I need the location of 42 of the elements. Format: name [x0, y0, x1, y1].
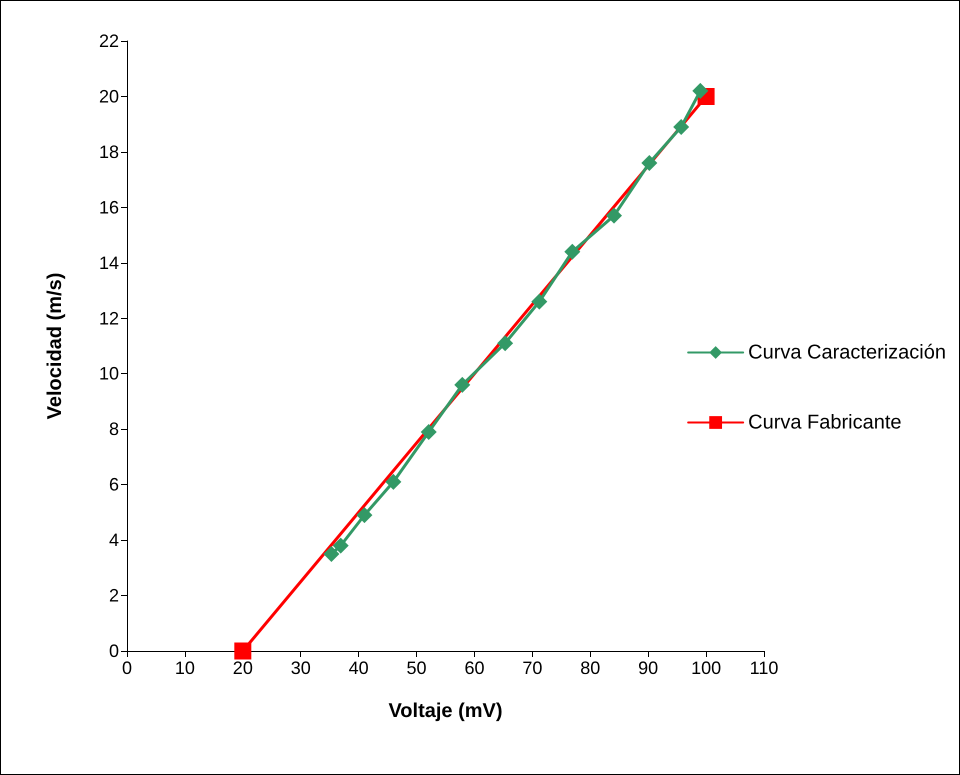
point — [234, 642, 252, 660]
point — [641, 155, 658, 171]
legend-label: Curva Caracterización — [748, 342, 946, 364]
y-axis-title: Velocidad (m/s) — [44, 272, 66, 420]
x-tick-label: 100 — [691, 658, 722, 678]
point — [564, 244, 580, 260]
y-tick-label: 6 — [108, 474, 119, 495]
x-tick-label: 0 — [122, 658, 132, 678]
point — [454, 376, 470, 393]
y-tick-label: 8 — [108, 419, 119, 440]
x-axis-title: Voltaje (mV) — [388, 700, 503, 722]
y-tick-label: 12 — [98, 308, 119, 328]
point — [323, 546, 340, 562]
x-tick-label: 70 — [522, 658, 542, 678]
point — [531, 294, 548, 310]
x-tick-label: 60 — [464, 658, 484, 678]
point — [606, 208, 622, 224]
y-tick-label: 0 — [108, 641, 119, 661]
point — [332, 538, 349, 554]
x-tick-label: 90 — [638, 658, 658, 678]
point — [420, 424, 437, 440]
y-tick-label: 22 — [98, 31, 119, 51]
point — [692, 82, 708, 99]
x-tick-label: 20 — [232, 658, 253, 678]
y-tick-label: 18 — [98, 142, 119, 162]
y-tick-label: 16 — [98, 197, 119, 218]
point — [356, 507, 372, 524]
point — [385, 474, 402, 490]
x-tick-label: 10 — [174, 658, 195, 678]
point — [673, 118, 690, 135]
x-tick-label: 30 — [290, 658, 311, 678]
point — [497, 335, 514, 352]
legend-label: Curva Fabricante — [748, 412, 902, 434]
x-tick-label: 40 — [348, 658, 369, 678]
x-tick-label: 110 — [750, 658, 778, 678]
x-tick-label: 50 — [406, 658, 427, 678]
y-tick-label: 14 — [98, 252, 119, 273]
y-tick-label: 4 — [108, 530, 119, 550]
y-tick-label: 2 — [108, 586, 119, 606]
y-tick-label: 10 — [98, 364, 119, 384]
x-tick-label: 80 — [580, 658, 600, 678]
y-tick-label: 20 — [98, 86, 119, 106]
